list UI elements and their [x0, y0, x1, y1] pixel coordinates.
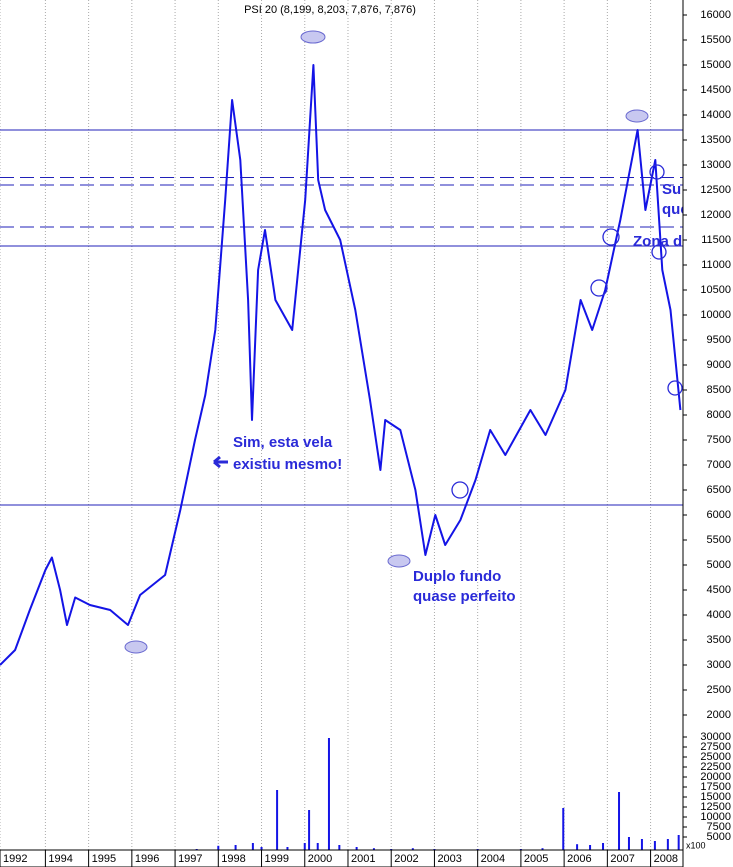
y-tick-label: 6500 [707, 484, 731, 496]
y-tick-label: 5000 [707, 831, 731, 843]
x-tick-label: 1992 [3, 853, 27, 865]
volume-bar [653, 841, 656, 857]
x-tick-label: 1999 [265, 853, 289, 865]
x-tick-label: 2003 [437, 853, 461, 865]
y-tick-label: 3000 [707, 659, 731, 671]
x-axis-box [0, 849, 684, 867]
y-tick-label: 11000 [701, 259, 731, 271]
y-tick-label: 12000 [700, 209, 731, 221]
y-tick-label: 5500 [707, 534, 731, 546]
price-line [0, 64, 682, 666]
volume-bar [640, 839, 643, 857]
y-tick-label: 12500 [700, 184, 731, 196]
annotation: Su [662, 181, 681, 198]
x-tick-label: 2008 [654, 853, 678, 865]
y-tick-label: 10000 [700, 309, 731, 321]
chart-title: PSI 20 (8,199, 8,203, 7,876, 7,876) [244, 4, 416, 16]
annotation: Duplo fundo [413, 568, 501, 585]
y-tick-label: 30000 [700, 731, 731, 743]
y-tick-label: 27500 [700, 741, 731, 753]
x-tick-label: 2007 [610, 853, 634, 865]
y-tick-label: 15500 [700, 34, 731, 46]
x-tick-label: 1995 [92, 853, 116, 865]
y-tick-label: 11500 [701, 234, 731, 246]
volume-bar [666, 839, 669, 857]
y-tick-label: 7500 [707, 821, 731, 833]
y-tick-label: 12500 [700, 801, 731, 813]
y-tick-label: 9000 [707, 359, 731, 371]
volume-bar [276, 790, 279, 857]
volume-bar [677, 835, 680, 857]
annotation: quase perfeito [413, 588, 516, 605]
y-tick-label: 8500 [707, 384, 731, 396]
annotation: Zona d [633, 233, 682, 250]
y-tick-label: 15000 [700, 59, 731, 71]
annotation: Sim, esta vela [233, 434, 333, 451]
y-tick-label: 13500 [700, 134, 731, 146]
y-tick-label: 8000 [707, 409, 731, 421]
animal-icons [124, 30, 649, 654]
y-tick-label: 2500 [707, 684, 731, 696]
x-tick-label: 2005 [524, 853, 548, 865]
y-tick-label: 10500 [700, 284, 731, 296]
y-tick-label: 6000 [707, 509, 731, 521]
annotation: que [662, 201, 689, 218]
y-tick-label: 13000 [700, 159, 731, 171]
y-tick-label: 4500 [707, 584, 731, 596]
volume-bar [327, 738, 330, 857]
x-tick-label: 1996 [135, 853, 159, 865]
x-tick-label: 2000 [308, 853, 332, 865]
x-tick-label: 2006 [567, 853, 591, 865]
volume-bar [562, 808, 565, 857]
volume-bar [618, 792, 621, 857]
y-tick-label: 22500 [700, 761, 731, 773]
y-tick-label: 7000 [707, 459, 731, 471]
y-tick-label: 15000 [700, 791, 731, 803]
x-tick-label: 1998 [221, 853, 245, 865]
volume-bar [627, 837, 630, 857]
y-tick-label: 14000 [700, 109, 731, 121]
x-tick-label: 2002 [394, 853, 418, 865]
x-tick-label: 1997 [178, 853, 202, 865]
x-axis: 1992 1994 1995 1996 1997 1998 1999 2000 2001 2002… [0, 850, 678, 867]
arrow [213, 455, 228, 469]
annotation: existiu mesmo! [233, 456, 342, 473]
y-tick-label: 7500 [707, 434, 731, 446]
y-tick-label: 5000 [707, 559, 731, 571]
y-tick-label: 4000 [707, 609, 731, 621]
y-tick-label: 17500 [700, 781, 731, 793]
y-tick-label: 10000 [700, 811, 731, 823]
y-tick-label: 9500 [707, 334, 731, 346]
volume-bar [308, 810, 311, 857]
smiley-icons [451, 164, 683, 499]
plot-area: Sim, esta vela existiu mesmo! Duplo fundo q… [0, 64, 689, 857]
y-tick-label: 20000 [700, 771, 731, 783]
grid [0, 0, 652, 850]
y-tick-label: 16000 [700, 9, 731, 21]
y-tick-label: 25000 [700, 751, 731, 763]
x-tick-label: 2001 [351, 853, 375, 865]
unit-label: x100 [686, 840, 706, 850]
x-tick-label: 1994 [48, 853, 72, 865]
y-tick-label: 14500 [700, 84, 731, 96]
y-tick-label: 3500 [707, 634, 731, 646]
decorations [124, 30, 683, 654]
y-tick-label: 2000 [707, 709, 731, 721]
x-tick-label: 2004 [481, 853, 505, 865]
